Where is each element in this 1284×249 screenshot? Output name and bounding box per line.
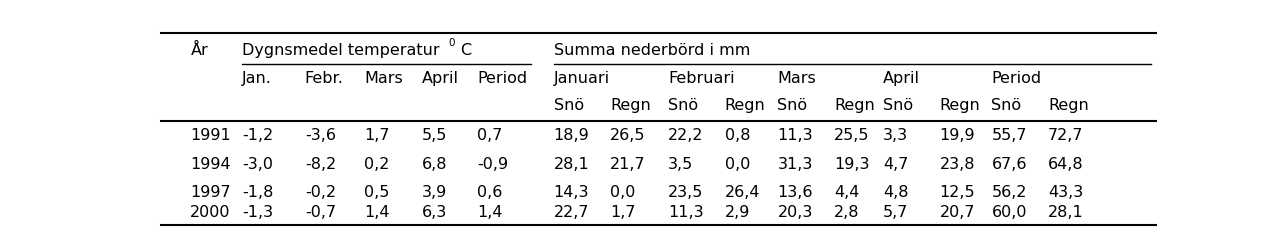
Text: 12,5: 12,5 <box>940 185 976 200</box>
Text: Snö: Snö <box>778 98 808 113</box>
Text: Februari: Februari <box>668 71 734 86</box>
Text: Snö: Snö <box>991 98 1022 113</box>
Text: 0,8: 0,8 <box>724 128 750 143</box>
Text: Regn: Regn <box>940 98 981 113</box>
Text: 5,7: 5,7 <box>883 205 908 220</box>
Text: -3,6: -3,6 <box>304 128 336 143</box>
Text: 0,7: 0,7 <box>476 128 502 143</box>
Text: Mars: Mars <box>778 71 817 86</box>
Text: 23,5: 23,5 <box>668 185 704 200</box>
Text: 22,7: 22,7 <box>553 205 589 220</box>
Text: 0,5: 0,5 <box>365 185 390 200</box>
Text: Period: Period <box>991 71 1041 86</box>
Text: 55,7: 55,7 <box>991 128 1027 143</box>
Text: 0: 0 <box>448 38 455 48</box>
Text: År: År <box>190 43 208 58</box>
Text: C: C <box>460 43 471 58</box>
Text: 11,3: 11,3 <box>668 205 704 220</box>
Text: 1,7: 1,7 <box>365 128 390 143</box>
Text: 1,4: 1,4 <box>365 205 390 220</box>
Text: 1997: 1997 <box>190 185 231 200</box>
Text: 28,1: 28,1 <box>553 157 589 172</box>
Text: Regn: Regn <box>724 98 765 113</box>
Text: Snö: Snö <box>668 98 698 113</box>
Text: 4,4: 4,4 <box>835 185 859 200</box>
Text: Regn: Regn <box>835 98 874 113</box>
Text: Regn: Regn <box>610 98 651 113</box>
Text: 1,7: 1,7 <box>610 205 636 220</box>
Text: 25,5: 25,5 <box>835 128 869 143</box>
Text: -1,2: -1,2 <box>243 128 273 143</box>
Text: 3,3: 3,3 <box>883 128 908 143</box>
Text: 13,6: 13,6 <box>778 185 813 200</box>
Text: 20,3: 20,3 <box>778 205 813 220</box>
Text: 1994: 1994 <box>190 157 231 172</box>
Text: 11,3: 11,3 <box>778 128 813 143</box>
Text: 0,2: 0,2 <box>365 157 390 172</box>
Text: Regn: Regn <box>1048 98 1089 113</box>
Text: Jan.: Jan. <box>243 71 272 86</box>
Text: -0,2: -0,2 <box>304 185 336 200</box>
Text: -1,3: -1,3 <box>243 205 273 220</box>
Text: 72,7: 72,7 <box>1048 128 1084 143</box>
Text: -3,0: -3,0 <box>243 157 273 172</box>
Text: 3,9: 3,9 <box>422 185 447 200</box>
Text: 23,8: 23,8 <box>940 157 975 172</box>
Text: April: April <box>422 71 460 86</box>
Text: 67,6: 67,6 <box>991 157 1027 172</box>
Text: 2,9: 2,9 <box>724 205 750 220</box>
Text: Mars: Mars <box>365 71 403 86</box>
Text: Dygnsmedel temperatur: Dygnsmedel temperatur <box>243 43 444 58</box>
Text: Febr.: Febr. <box>304 71 344 86</box>
Text: 1991: 1991 <box>190 128 231 143</box>
Text: -8,2: -8,2 <box>304 157 336 172</box>
Text: 2,8: 2,8 <box>835 205 860 220</box>
Text: 64,8: 64,8 <box>1048 157 1084 172</box>
Text: -1,8: -1,8 <box>243 185 273 200</box>
Text: 4,7: 4,7 <box>883 157 908 172</box>
Text: 21,7: 21,7 <box>610 157 646 172</box>
Text: Snö: Snö <box>883 98 913 113</box>
Text: Januari: Januari <box>553 71 610 86</box>
Text: 43,3: 43,3 <box>1048 185 1084 200</box>
Text: 0,0: 0,0 <box>610 185 636 200</box>
Text: 3,5: 3,5 <box>668 157 693 172</box>
Text: 6,3: 6,3 <box>422 205 447 220</box>
Text: 20,7: 20,7 <box>940 205 975 220</box>
Text: Snö: Snö <box>553 98 584 113</box>
Text: -0,9: -0,9 <box>476 157 508 172</box>
Text: 56,2: 56,2 <box>991 185 1027 200</box>
Text: 31,3: 31,3 <box>778 157 813 172</box>
Text: 4,8: 4,8 <box>883 185 909 200</box>
Text: 5,5: 5,5 <box>422 128 448 143</box>
Text: 28,1: 28,1 <box>1048 205 1084 220</box>
Text: 1,4: 1,4 <box>476 205 502 220</box>
Text: 22,2: 22,2 <box>668 128 704 143</box>
Text: 19,9: 19,9 <box>940 128 976 143</box>
Text: -0,7: -0,7 <box>304 205 336 220</box>
Text: Summa nederbörd i mm: Summa nederbörd i mm <box>553 43 750 58</box>
Text: 2000: 2000 <box>190 205 231 220</box>
Text: 26,4: 26,4 <box>724 185 760 200</box>
Text: 6,8: 6,8 <box>422 157 448 172</box>
Text: 18,9: 18,9 <box>553 128 589 143</box>
Text: 60,0: 60,0 <box>991 205 1027 220</box>
Text: Period: Period <box>476 71 526 86</box>
Text: April: April <box>883 71 919 86</box>
Text: 19,3: 19,3 <box>835 157 869 172</box>
Text: 0,0: 0,0 <box>724 157 750 172</box>
Text: 0,6: 0,6 <box>476 185 502 200</box>
Text: 14,3: 14,3 <box>553 185 589 200</box>
Text: 26,5: 26,5 <box>610 128 646 143</box>
